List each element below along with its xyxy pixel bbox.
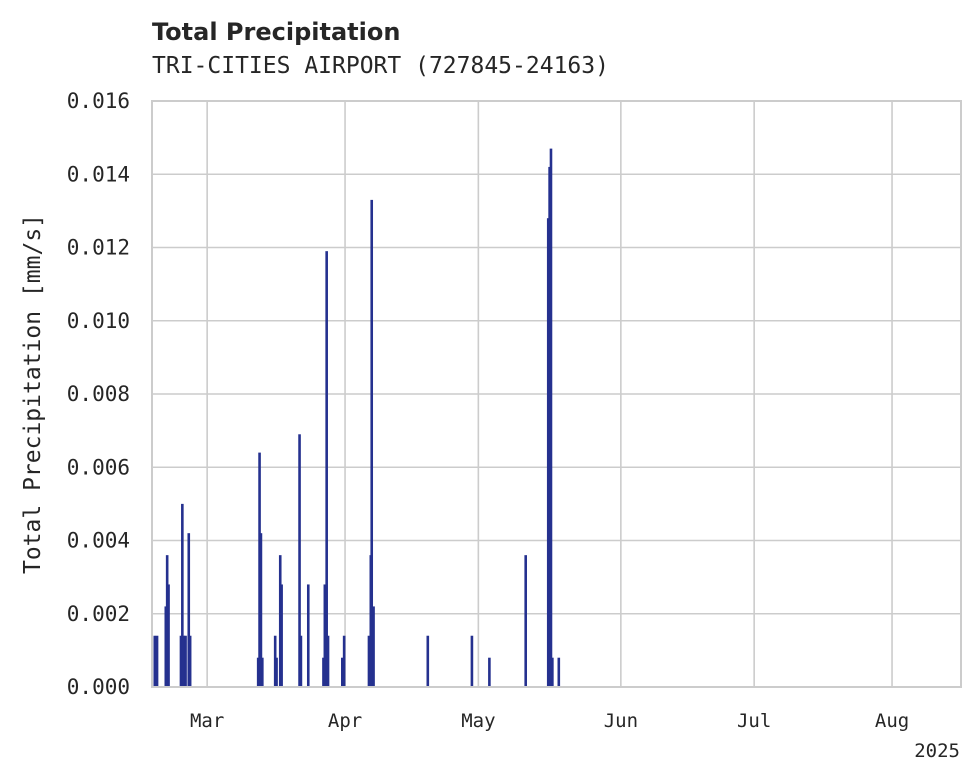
precip-bar [184, 635, 187, 687]
precip-bar [325, 251, 328, 687]
precip-bar [470, 635, 474, 687]
precip-bar [306, 584, 310, 687]
precip-bar [259, 533, 263, 687]
precip-bar [557, 657, 561, 687]
precip-bar [426, 635, 430, 687]
precip-bar [167, 584, 170, 687]
y-tick-label: 0.012 [67, 236, 130, 260]
x-tick-label: Jun [604, 710, 638, 732]
precip-bar [370, 199, 374, 687]
y-tick-label: 0.004 [67, 529, 130, 553]
x-offset-label: 2025 [914, 740, 960, 762]
precip-bar [548, 166, 551, 688]
precip-bar [278, 555, 282, 687]
y-tick-labels: 0.000 0.002 0.004 0.006 0.008 0.010 0.012 0.014… [67, 89, 130, 699]
precip-bar [488, 657, 491, 687]
precip-bar [182, 635, 186, 687]
precip-bar [275, 657, 278, 687]
precip-bar [165, 555, 169, 687]
precip-bar [372, 606, 375, 687]
precip-bar [551, 657, 554, 687]
chart-subtitle: TRI-CITIES AIRPORT (727845-24163) [152, 53, 609, 79]
precip-bar [256, 657, 260, 687]
x-tick-label: Apr [328, 710, 362, 732]
x-tick-label: Jul [737, 710, 771, 732]
precip-bar [188, 635, 192, 687]
x-tick-label: Aug [875, 710, 909, 732]
precip-bar [546, 218, 550, 687]
y-tick-label: 0.010 [67, 309, 130, 333]
precip-bar [179, 635, 183, 687]
precip-bar [342, 635, 346, 687]
chart-title: Total Precipitation [152, 18, 400, 46]
y-tick-label: 0.002 [67, 602, 130, 626]
y-tick-label: 0.008 [67, 382, 130, 406]
precip-bar [323, 584, 327, 687]
precip-bar [298, 434, 301, 687]
precip-bar [273, 635, 277, 687]
precip-bar [187, 533, 191, 687]
bars-layer [153, 148, 561, 688]
y-tick-label: 0.006 [67, 455, 130, 479]
x-tick-label: Mar [190, 710, 224, 732]
precip-bar [322, 657, 325, 687]
precip-bar [326, 635, 330, 687]
precip-bar [341, 657, 344, 687]
precip-bar [153, 635, 157, 687]
precip-bar [280, 584, 283, 687]
grid-layer [152, 100, 961, 688]
precip-bar [299, 635, 303, 687]
y-axis-label: Total Precipitation [mm/s] [20, 214, 46, 574]
y-tick-label: 0.000 [67, 675, 130, 699]
precip-bar [549, 148, 553, 688]
y-tick-label: 0.014 [67, 162, 130, 186]
x-tick-label: May [461, 710, 495, 732]
x-tick-labels: Mar Apr May Jun Jul Aug [190, 710, 909, 732]
precip-bar [164, 606, 168, 687]
precip-bar [261, 657, 264, 687]
precip-bar [155, 635, 159, 687]
y-tick-label: 0.016 [67, 89, 130, 113]
precip-bar [181, 503, 184, 688]
plot-frame [151, 100, 962, 688]
precip-bar [524, 555, 527, 687]
precip-bar [367, 635, 371, 687]
precip-bar [258, 452, 261, 687]
